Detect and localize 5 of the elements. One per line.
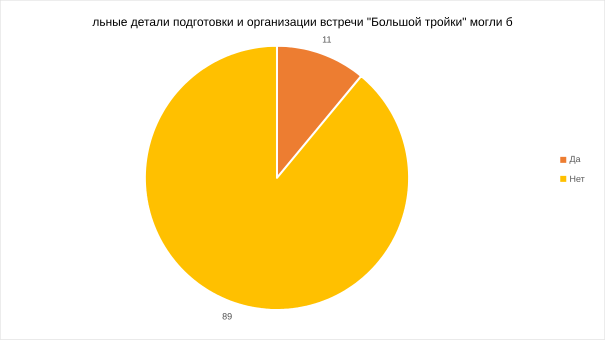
chart-title: льные детали подготовки и организации встречи "Большой тройки" могли б (92, 17, 512, 29)
legend-label: Нет (570, 176, 585, 182)
legend-label: Да (570, 156, 581, 164)
data-label: 11 (322, 36, 332, 43)
data-label: 89 (222, 313, 232, 320)
